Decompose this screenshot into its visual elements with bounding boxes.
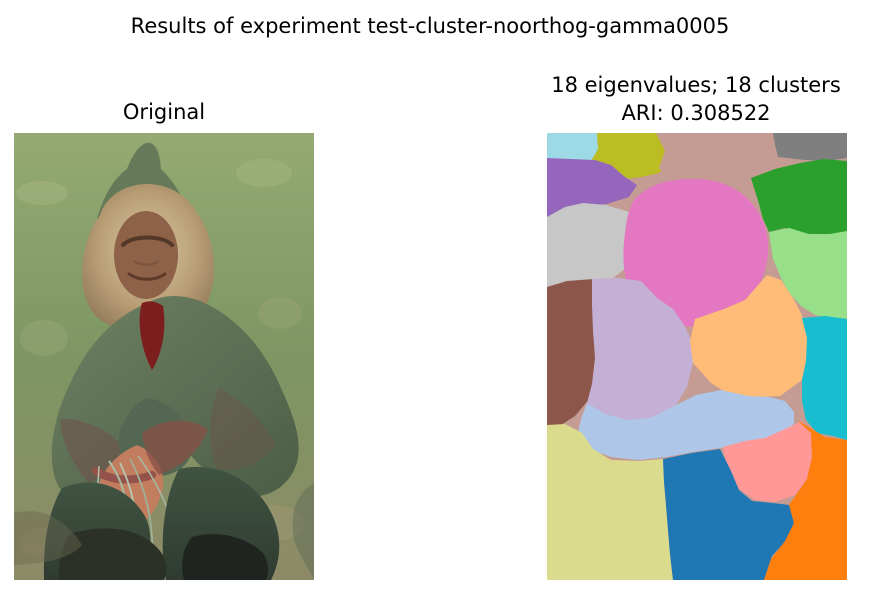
original-image-svg xyxy=(14,133,314,580)
segment-khaki-bottom-left xyxy=(547,424,673,580)
segment-light-cyan-top-left xyxy=(547,133,605,163)
segmentation-panel-title-line-2: ARI: 0.308522 xyxy=(621,101,771,125)
segment-pink-face xyxy=(623,178,769,327)
segment-green-right xyxy=(751,159,847,236)
segmentation-panel-title-line-1: 18 eigenvalues; 18 clusters xyxy=(551,73,841,97)
original-panel-title: Original xyxy=(122,100,206,124)
segment-gray-top-right xyxy=(773,133,847,161)
segment-orange-bottom-right xyxy=(764,420,847,580)
segmentation-image xyxy=(547,133,847,580)
segment-lavender-left xyxy=(587,278,693,422)
segment-light-gray-left xyxy=(547,203,639,289)
segment-rose-top xyxy=(656,133,776,181)
segment-blue-bottom-center xyxy=(663,449,794,580)
segment-cyan-right xyxy=(802,316,847,440)
segment-salmon-center-right xyxy=(723,421,812,502)
segmentation-image-svg xyxy=(547,133,847,580)
figure-suptitle: Results of experiment test-cluster-noort… xyxy=(130,14,730,38)
segment-purple-left xyxy=(547,158,637,217)
segment-peach-center-right xyxy=(690,275,808,397)
original-image xyxy=(14,133,314,580)
segment-light-green-right xyxy=(769,228,847,319)
